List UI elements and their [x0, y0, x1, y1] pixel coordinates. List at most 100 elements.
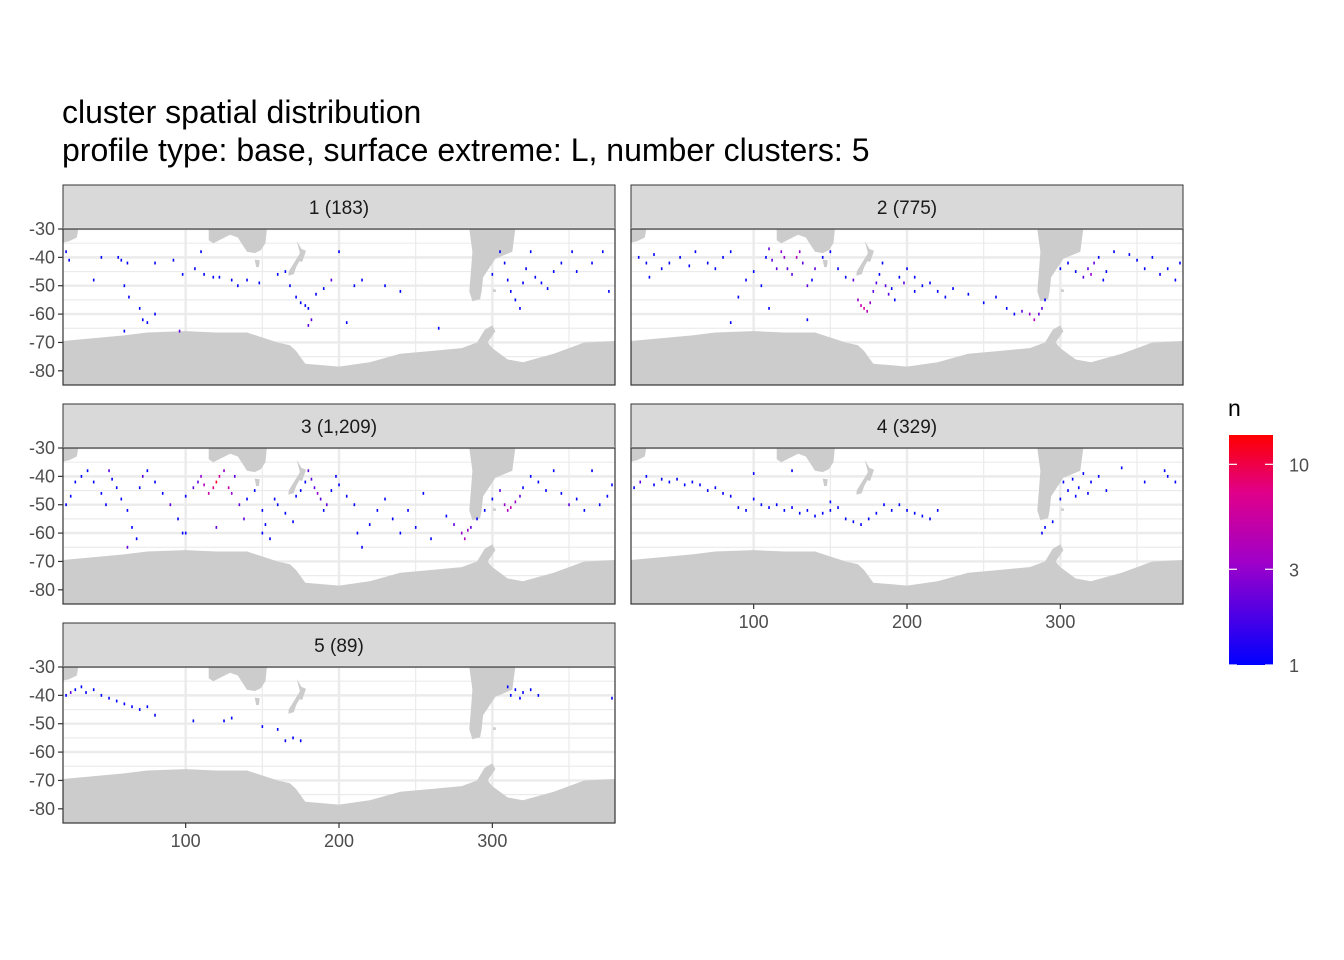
heatmap-cell	[307, 324, 310, 327]
heatmap-cell	[699, 483, 701, 487]
heatmap-cell	[68, 258, 70, 262]
y-tick-label: -50	[29, 714, 55, 734]
heatmap-cell	[100, 693, 103, 697]
heatmap-cell	[292, 520, 294, 524]
heatmap-cell	[866, 309, 868, 313]
heatmap-cell	[1159, 272, 1161, 276]
y-tick-label: -70	[29, 551, 55, 571]
heatmap-cell	[353, 503, 356, 507]
heatmap-cell	[936, 289, 939, 293]
heatmap-cell	[676, 477, 678, 481]
heatmap-cells	[633, 466, 1177, 535]
heatmap-cell	[284, 739, 287, 743]
heatmap-cell	[752, 497, 755, 501]
heatmap-cell	[345, 494, 348, 498]
heatmap-cell	[181, 531, 184, 535]
heatmap-cell	[194, 267, 196, 271]
heatmap-cell	[1090, 272, 1092, 276]
heatmap-cell	[1102, 278, 1105, 282]
heatmap-cell	[591, 469, 593, 473]
y-tick-label: -70	[29, 332, 55, 352]
heatmap-cells	[637, 247, 1181, 325]
heatmap-cell	[571, 250, 573, 254]
heatmap-cell	[967, 292, 970, 296]
heatmap-cell	[890, 508, 893, 512]
heatmap-cell	[883, 503, 885, 507]
heatmap-cell	[540, 281, 543, 285]
panel-border	[62, 447, 616, 605]
heatmap-cell	[519, 696, 521, 700]
heatmap-cell	[814, 267, 816, 271]
heatmap-cell	[1097, 474, 1100, 478]
heatmap-cell	[875, 511, 878, 515]
heatmap-cell	[141, 318, 144, 322]
heatmap-cell	[192, 719, 195, 723]
heatmap-cell	[356, 531, 359, 535]
x-tick-label: 100	[739, 612, 769, 632]
heatmap-cell	[683, 483, 686, 487]
heatmap-cell	[645, 474, 648, 478]
heatmap-cell	[514, 688, 517, 692]
land-mask	[63, 667, 615, 823]
heatmap-cell	[714, 267, 717, 271]
heatmap-cell	[1113, 250, 1115, 254]
x-tick-label: 100	[171, 831, 201, 851]
heatmap-cell	[1090, 480, 1092, 484]
heatmap-cell	[913, 511, 916, 515]
facet-panel-3: 3 (1,209) -30 -40 -50 -60 -70 -80	[29, 403, 616, 605]
land-polygon	[493, 508, 496, 511]
heatmap-cell	[1074, 494, 1077, 498]
heatmap-cell	[169, 503, 172, 507]
heatmap-cell	[660, 267, 663, 271]
heatmap-cell	[105, 503, 107, 507]
heatmap-cell	[545, 489, 547, 492]
heatmap-cell	[192, 486, 195, 490]
heatmap-cell	[115, 699, 118, 703]
heatmap-cell	[648, 275, 651, 279]
heatmap-cell	[315, 292, 317, 296]
heatmap-cell	[276, 272, 279, 276]
x-tick-label: 300	[477, 831, 507, 851]
heatmap-cell	[801, 261, 804, 265]
heatmap-cell	[269, 537, 271, 541]
heatmap-cell	[138, 307, 141, 310]
heatmap-cell	[606, 494, 609, 498]
heatmap-cell	[1128, 253, 1131, 256]
heatmap-cell	[867, 517, 870, 521]
heatmap-cell	[1074, 270, 1077, 273]
heatmap-cell	[791, 506, 793, 509]
heatmap-cell	[575, 497, 578, 501]
heatmap-cell	[806, 508, 809, 512]
heatmap-cell	[1087, 267, 1089, 271]
heatmap-cell	[806, 318, 809, 322]
heatmap-cell	[223, 719, 225, 723]
heatmap-cell	[445, 514, 448, 518]
heatmap-cell	[929, 281, 931, 285]
heatmap-cell	[276, 727, 279, 731]
heatmap-cell	[181, 272, 184, 276]
heatmap-cell	[310, 477, 313, 481]
heatmap-cell	[391, 517, 394, 521]
heatmap-cell	[780, 250, 783, 254]
heatmap-cell	[1059, 497, 1062, 501]
heatmap-cell	[668, 480, 671, 484]
heatmap-cell	[215, 480, 218, 484]
heatmap-cell	[995, 295, 997, 299]
heatmap-cell	[509, 506, 512, 509]
land-polygon	[631, 325, 1183, 385]
land-polygon	[1037, 448, 1084, 521]
heatmap-cell	[1051, 520, 1054, 524]
heatmap-cell	[80, 685, 83, 689]
heatmap-cell	[230, 278, 233, 282]
land-mask	[631, 229, 1183, 385]
heatmap-cell	[768, 307, 770, 310]
heatmap-cell	[292, 736, 294, 740]
y-tick-label: -80	[29, 580, 55, 600]
heatmap-cell	[65, 503, 67, 507]
heatmap-cell	[154, 312, 156, 316]
land-polygon	[1061, 289, 1064, 292]
heatmap-cell	[869, 301, 872, 305]
facet-strip-label: 2 (775)	[877, 198, 937, 219]
heatmap-cell	[135, 537, 138, 541]
heatmap-cell	[1062, 480, 1065, 484]
